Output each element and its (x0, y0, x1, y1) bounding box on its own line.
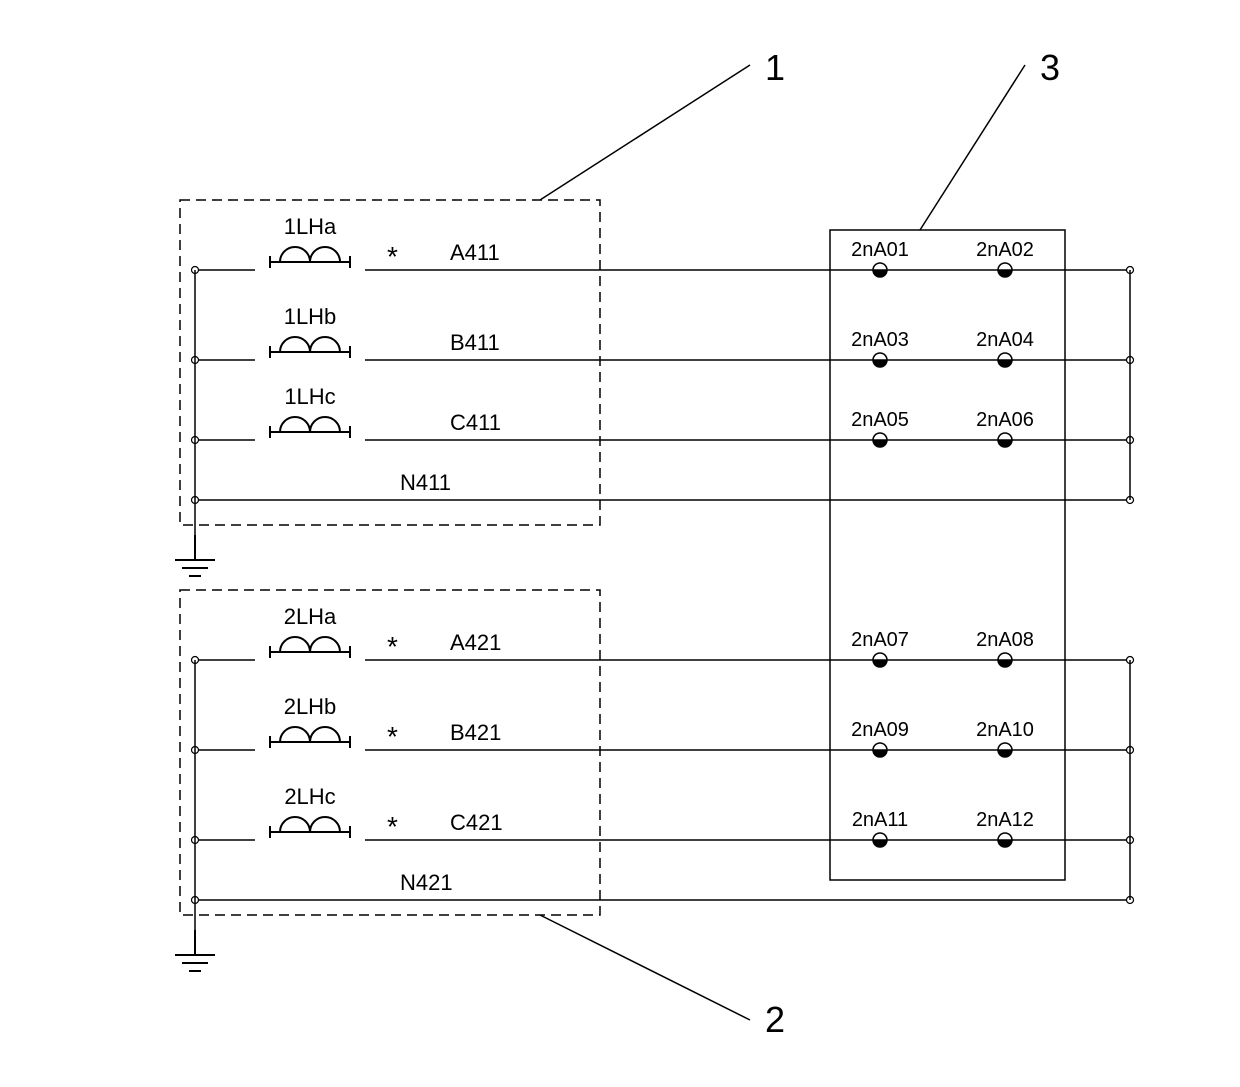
ct-hump (280, 637, 310, 652)
label: B421 (450, 720, 501, 745)
label: B411 (450, 330, 500, 355)
ct-hump (310, 637, 340, 652)
ct-hump (280, 817, 310, 832)
label: * (387, 631, 398, 662)
label: A411 (450, 240, 500, 265)
label: N411 (400, 470, 451, 495)
ct-hump (280, 247, 310, 262)
ct-hump (310, 337, 340, 352)
label: 2nA04 (976, 329, 1034, 351)
label: 2nA01 (851, 239, 909, 261)
label: C421 (450, 810, 503, 835)
label: * (387, 721, 398, 752)
ct-hump (280, 727, 310, 742)
label: A421 (450, 630, 501, 655)
label: 2nA10 (976, 719, 1034, 741)
label: 2LHa (284, 604, 337, 629)
label: 2nA09 (851, 719, 909, 741)
label: 2nA08 (976, 629, 1034, 651)
ct-hump (310, 817, 340, 832)
label: 1LHc (284, 384, 335, 409)
label: 1 (765, 47, 785, 88)
label: * (387, 811, 398, 842)
label: 2LHb (284, 694, 337, 719)
ct-hump (280, 337, 310, 352)
label: * (387, 241, 398, 272)
label: 1LHb (284, 304, 337, 329)
label: 2 (765, 999, 785, 1040)
label: 3 (1040, 47, 1060, 88)
label: N421 (400, 870, 453, 895)
label: 2nA03 (851, 329, 909, 351)
label: 2nA07 (851, 629, 909, 651)
ct-hump (280, 417, 310, 432)
label: 2LHc (284, 784, 335, 809)
ct-hump (310, 727, 340, 742)
label: 2nA12 (976, 809, 1034, 831)
label: C411 (450, 410, 501, 435)
label: 2nA11 (852, 809, 908, 831)
ct-hump (310, 417, 340, 432)
solid-box (830, 230, 1065, 880)
label: 1LHa (284, 214, 337, 239)
label: 2nA06 (976, 409, 1034, 431)
label: 2nA02 (976, 239, 1034, 261)
ct-hump (310, 247, 340, 262)
label: 2nA05 (851, 409, 909, 431)
